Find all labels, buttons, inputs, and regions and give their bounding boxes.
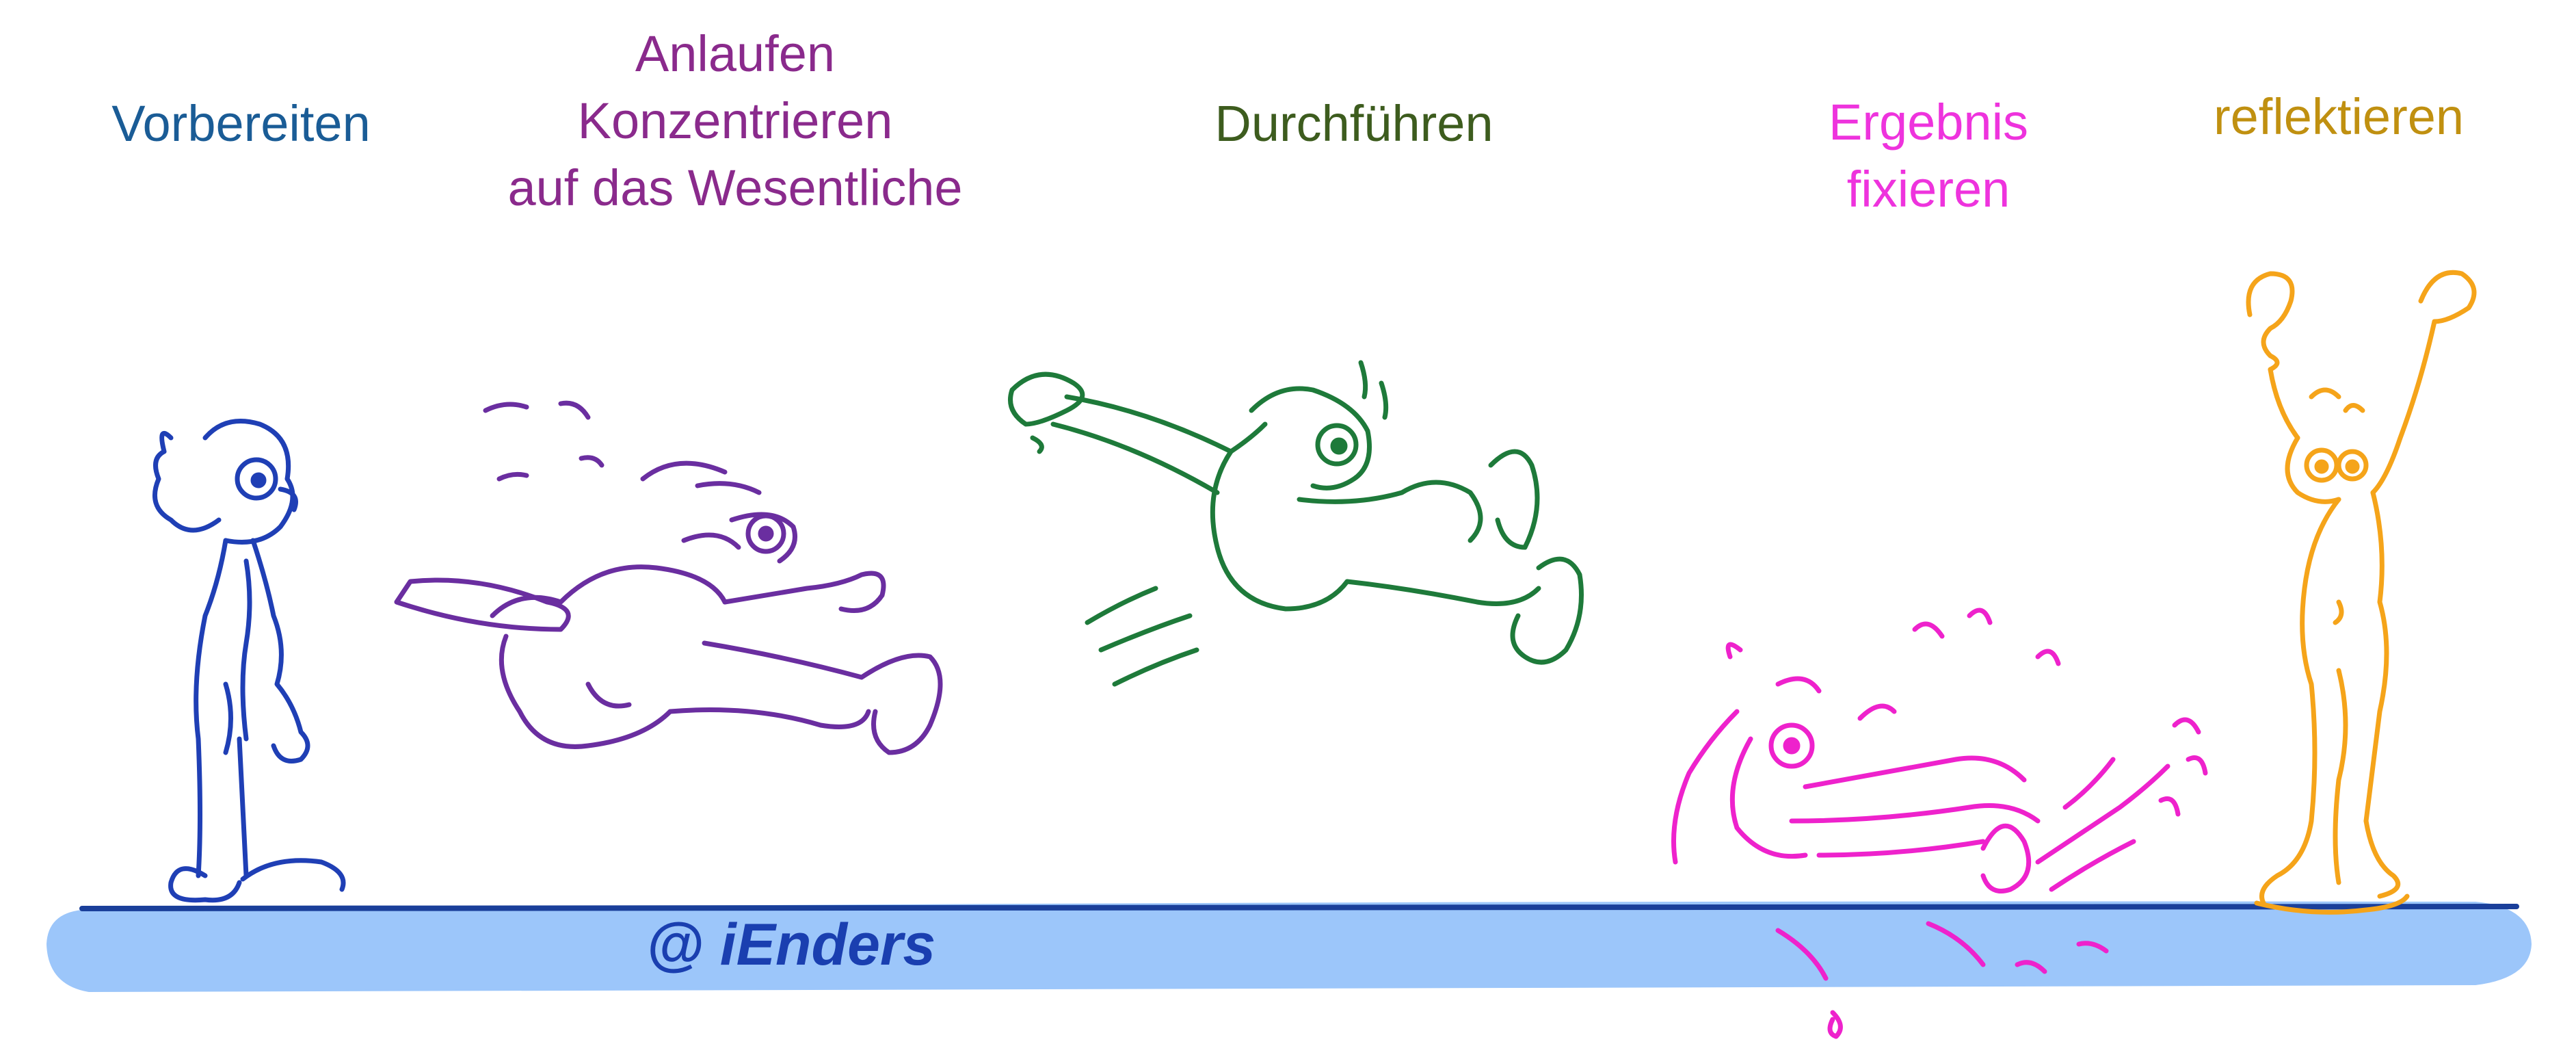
label-vorbereiten: Vorbereiten [68,90,414,157]
figure-reflect [2246,270,2477,915]
ground-line [79,904,2519,911]
label-anlaufen: Anlaufen Konzentrieren auf das Wesentlic… [472,21,998,222]
label-line: Durchführen [1214,95,1493,152]
label-durchfuehren: Durchführen [1163,90,1545,157]
label-line: Konzentrieren [577,92,893,149]
label-line: Anlaufen [635,25,836,82]
figure-land [1671,608,2208,1039]
label-ergebnis-fixieren: Ergebnis fixieren [1778,89,2079,223]
label-line: auf das Wesentliche [507,159,963,216]
figure-run [394,400,943,755]
label-line: reflektieren [2213,88,2465,145]
label-reflektieren: reflektieren [2175,83,2503,151]
figure-jump [1008,360,1584,687]
figure-prepare [152,419,346,903]
ground [47,901,2532,992]
ground-band [47,901,2532,992]
signature: @ iEnders [646,912,935,978]
label-line: Ergebnis [1828,94,2029,151]
label-line: Vorbereiten [111,95,371,152]
label-line: fixieren [1846,161,2010,218]
